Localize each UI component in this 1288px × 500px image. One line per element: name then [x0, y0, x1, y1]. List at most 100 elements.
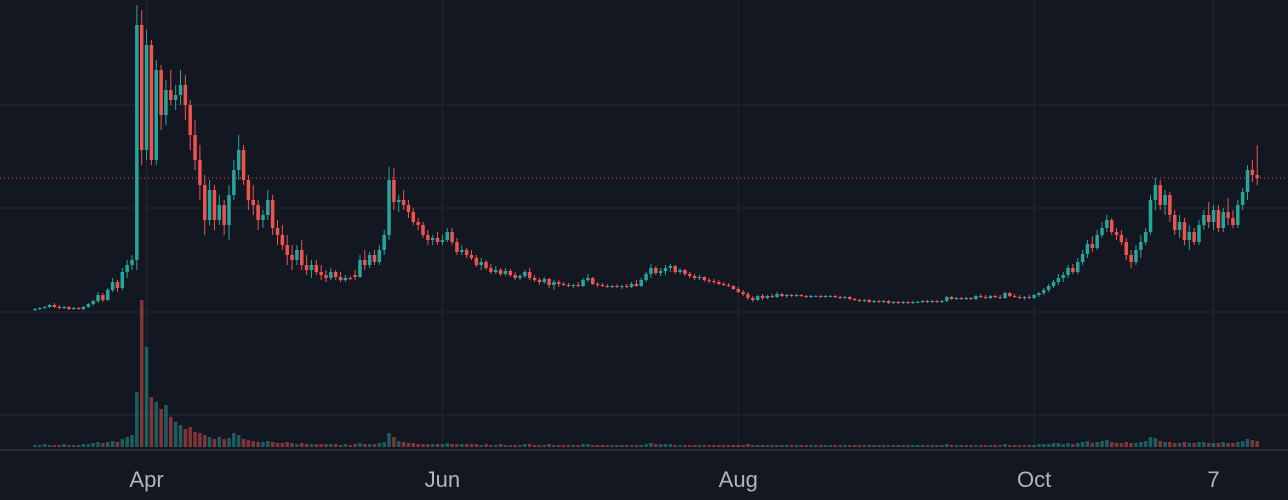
volume-bar [47, 445, 52, 447]
candle-body [518, 276, 522, 278]
candle-body [110, 282, 115, 290]
volume-bar [91, 443, 95, 447]
candle-body [1032, 295, 1036, 298]
candle-body [668, 266, 673, 268]
candle-body [581, 280, 585, 286]
candle-body [692, 276, 697, 278]
candle-body [605, 286, 610, 287]
candle-body [212, 190, 217, 220]
candle-body [353, 275, 357, 277]
volume-bar [261, 442, 265, 447]
volume-bar [1129, 443, 1133, 447]
volume-bar [392, 437, 396, 447]
volume-bar [183, 429, 188, 447]
volume-bar [460, 444, 464, 447]
candle-body [455, 242, 459, 252]
candle-body [411, 212, 416, 222]
candle-body [343, 278, 348, 280]
volume-bar [571, 445, 576, 447]
candle-body [809, 296, 813, 297]
candle-body [236, 150, 241, 170]
volume-bar [144, 347, 149, 447]
candle-body [741, 292, 745, 294]
volume-bar [867, 445, 871, 447]
volume-bar [426, 444, 430, 447]
candle-body [198, 160, 202, 185]
volume-bar [188, 427, 192, 447]
candle-body [106, 290, 110, 300]
volume-bar [241, 439, 246, 447]
volume-bar [945, 444, 949, 447]
candle-body [227, 195, 231, 225]
volume-bar [358, 443, 362, 447]
volume-bar [692, 445, 697, 447]
volume-bar [1022, 445, 1027, 447]
volume-bar [615, 445, 619, 447]
volume-bar [135, 392, 139, 447]
candle-body [387, 180, 391, 235]
volume-bar [746, 444, 750, 447]
volume-bar [120, 439, 125, 447]
volume-bar [988, 445, 993, 447]
candle-body [217, 205, 222, 220]
candle-body [639, 280, 643, 286]
volume-bar [673, 445, 677, 447]
volume-bar [915, 445, 920, 447]
volume-bar [552, 445, 556, 447]
volume-bar [983, 445, 988, 447]
candle-body [654, 268, 658, 273]
candle-body [144, 45, 149, 150]
volume-bar [1124, 442, 1128, 447]
candle-body [959, 298, 964, 299]
volume-bar [1114, 443, 1119, 447]
volume-bar [930, 445, 934, 447]
volume-bar [217, 437, 222, 447]
candle-body [440, 240, 445, 242]
volume-bar [236, 435, 241, 447]
volume-bar [489, 445, 493, 447]
volume-bar [789, 445, 794, 447]
candle-body [1042, 290, 1046, 293]
volume-bar [343, 444, 348, 447]
volume-bar [193, 432, 197, 447]
volume-bar [280, 443, 285, 447]
candle-body [717, 282, 721, 284]
candle-body [785, 295, 789, 296]
volume-bar [610, 445, 614, 447]
volume-bar [207, 437, 212, 447]
volume-bar [964, 445, 968, 447]
volume-bar [896, 445, 901, 447]
volume-bar [455, 444, 459, 447]
volume-bar [678, 445, 682, 447]
candle-body [702, 277, 707, 280]
candle-body [130, 260, 134, 265]
volume-bar [697, 445, 702, 447]
candle-body [474, 258, 479, 265]
volume-bar [363, 444, 367, 447]
volume-bar [959, 445, 964, 447]
candle-body [57, 307, 61, 308]
candle-body [649, 268, 653, 274]
candle-body [377, 250, 382, 262]
candle-body [139, 25, 144, 150]
volume-bar [333, 444, 338, 447]
candle-body [246, 180, 251, 200]
candle-body [852, 299, 857, 300]
candle-body [969, 298, 973, 299]
candle-body [1129, 255, 1133, 262]
volume-bar [911, 445, 915, 447]
volume-bar [382, 442, 386, 447]
candle-body [1076, 262, 1080, 272]
volume-bar [644, 444, 648, 447]
volume-bar [106, 442, 110, 447]
volume-bar [542, 445, 546, 447]
candle-body [333, 272, 338, 277]
volume-bar [629, 445, 634, 447]
volume-bar [270, 442, 275, 447]
candle-body [120, 272, 125, 288]
candle-body [1017, 297, 1022, 298]
candle-body [1250, 170, 1255, 175]
volume-bar [149, 397, 154, 447]
candle-body [857, 300, 862, 301]
